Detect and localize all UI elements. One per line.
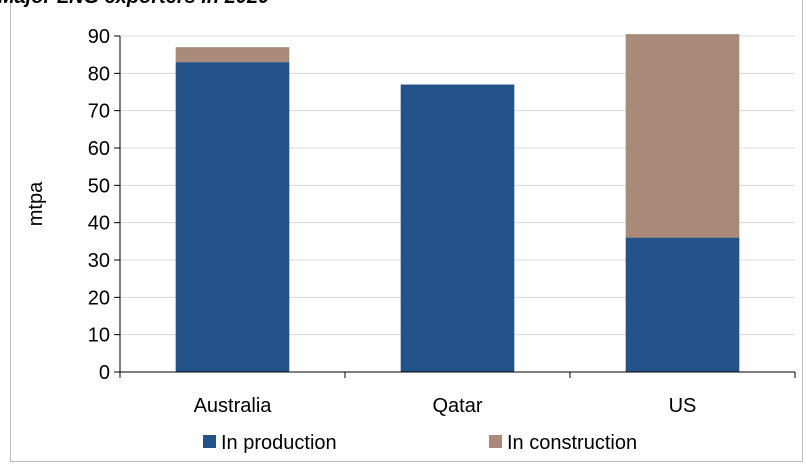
y-tick-label: 40 — [88, 213, 110, 235]
y-axis-label: mtpa — [25, 181, 47, 226]
legend-label: In construction — [507, 432, 637, 454]
bars — [175, 34, 740, 373]
y-tick-label: 30 — [88, 250, 110, 272]
legend-swatch — [203, 435, 216, 448]
bar-in-construction — [175, 47, 290, 63]
y-tick-labels: 0 10 20 30 40 50 60 70 80 90 — [88, 26, 120, 384]
bar-in-production — [625, 237, 740, 372]
legend-swatch — [489, 435, 502, 448]
legend-label: In production — [221, 432, 337, 454]
bar-in-production — [400, 84, 515, 373]
y-tick-label: 90 — [88, 26, 110, 48]
y-tick-label: 10 — [88, 325, 110, 347]
x-tick-labels: Australia Qatar US — [119, 372, 796, 417]
axes — [119, 36, 795, 373]
x-tick-label: Australia — [194, 395, 273, 417]
bar-in-production — [175, 62, 290, 373]
y-tick-label: 50 — [88, 175, 110, 197]
y-tick-label: 60 — [88, 138, 110, 160]
y-tick-label: 80 — [88, 63, 110, 85]
x-tick-label: US — [669, 395, 697, 417]
y-tick-label: 20 — [88, 287, 110, 309]
chart-title: Major LNG exporters in 2020 — [0, 0, 269, 9]
y-tick-label: 0 — [99, 362, 110, 384]
bar-in-construction — [625, 34, 740, 238]
y-tick-label: 70 — [88, 101, 110, 123]
legend: In production In construction — [203, 432, 637, 454]
x-tick-label: Qatar — [432, 395, 482, 417]
chart-frame — [10, 0, 803, 462]
